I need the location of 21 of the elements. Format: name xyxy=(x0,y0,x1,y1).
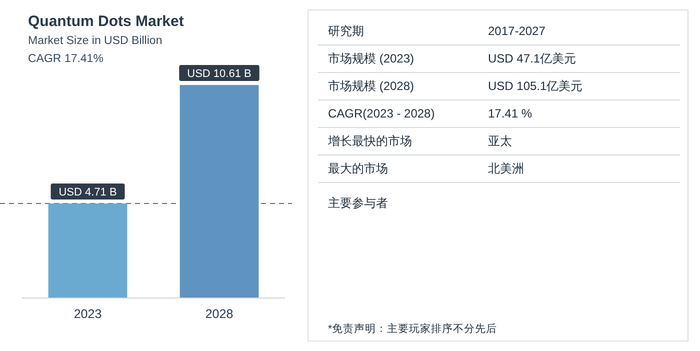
text: 研究期 xyxy=(328,24,364,38)
text: CAGR(2023 - 2028) xyxy=(328,106,435,120)
text: 17.41 % xyxy=(488,106,532,120)
text: CAGR 17.41% xyxy=(28,53,104,65)
chart-subtitle: Market Size in USD Billion xyxy=(28,35,162,47)
data-label: USD 4.71 B xyxy=(58,186,117,198)
x-tick-label: 2028 xyxy=(205,307,234,321)
text: *免责声明：主要玩家排序不分先后 xyxy=(328,322,498,335)
text: USD 47.1亿美元 xyxy=(488,52,576,66)
text: 市场规模 (2023) xyxy=(328,52,414,66)
text: 2017-2027 xyxy=(488,24,546,38)
text: USD 105.1亿美元 xyxy=(488,79,583,93)
text: 最大的市场 xyxy=(328,162,388,176)
text: 增长最快的市场 xyxy=(327,134,412,148)
text: 市场规模 (2028) xyxy=(328,79,414,93)
text: 北美洲 xyxy=(488,162,524,176)
chart-title: Quantum Dots Market xyxy=(28,13,184,30)
text: 主要参与者 xyxy=(328,196,388,210)
x-tick-label: 2023 xyxy=(74,307,102,321)
data-label: USD 10.61 B xyxy=(187,68,252,80)
text: 亚太 xyxy=(488,134,512,148)
